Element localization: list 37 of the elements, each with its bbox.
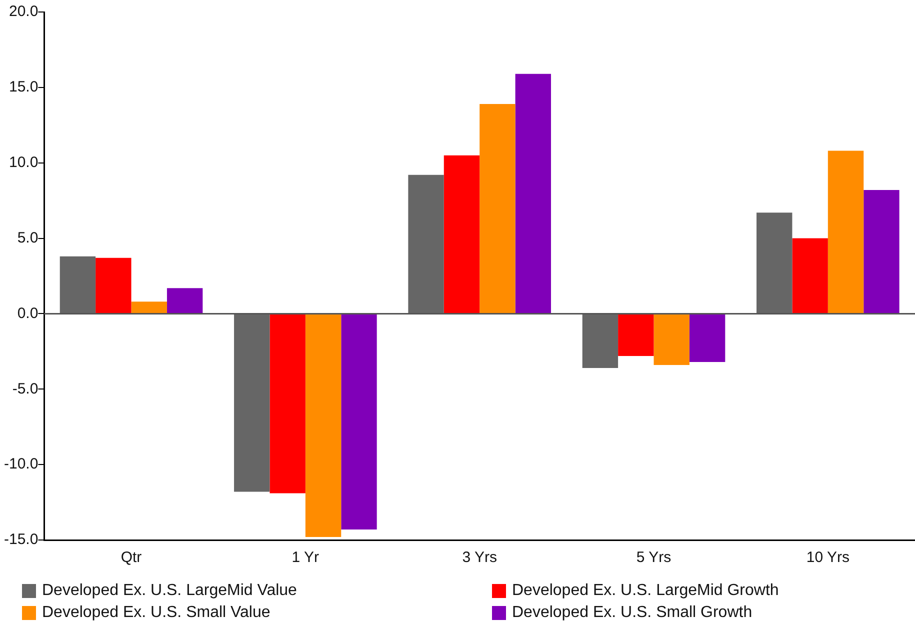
y-tick-label: 20.0 [8, 3, 38, 20]
bar [828, 150, 864, 314]
bar [270, 314, 306, 494]
bar [582, 314, 618, 368]
x-tick-label: 10 Yrs [806, 549, 850, 566]
legend-label: Developed Ex. U.S. Small Growth [512, 604, 752, 622]
bar [756, 212, 792, 314]
y-tick-label: 5.0 [17, 229, 38, 246]
x-tick-label: Qtr [120, 549, 142, 566]
legend-label: Developed Ex. U.S. LargeMid Growth [512, 582, 779, 600]
y-tick-label: -10.0 [4, 456, 38, 473]
y-tick-label: 15.0 [8, 78, 38, 96]
bar [131, 302, 167, 314]
bar [234, 314, 270, 492]
bar [166, 288, 203, 314]
bar [864, 190, 900, 314]
x-tick-label: 5 Yrs [636, 549, 672, 566]
bar [305, 314, 342, 537]
x-tick-label: 1 Yr [292, 549, 320, 566]
bar [792, 238, 828, 314]
bar [341, 314, 377, 530]
bar [444, 155, 480, 314]
bar [96, 258, 132, 314]
bar [654, 314, 690, 366]
bar [515, 74, 551, 314]
legend-label: Developed Ex. U.S. LargeMid Value [42, 582, 297, 600]
bar [60, 256, 96, 314]
bar [408, 174, 444, 314]
x-tick-label: 3 Yrs [462, 549, 497, 566]
bar [480, 104, 516, 314]
bar [618, 314, 654, 356]
bar [689, 314, 726, 362]
y-tick-label: -5.0 [12, 380, 38, 398]
legend-label: Developed Ex. U.S. Small Value [42, 604, 270, 622]
y-tick-label: -15.0 [4, 531, 38, 548]
y-tick-label: 0.0 [17, 304, 38, 322]
y-tick-label: 10.0 [8, 154, 38, 171]
